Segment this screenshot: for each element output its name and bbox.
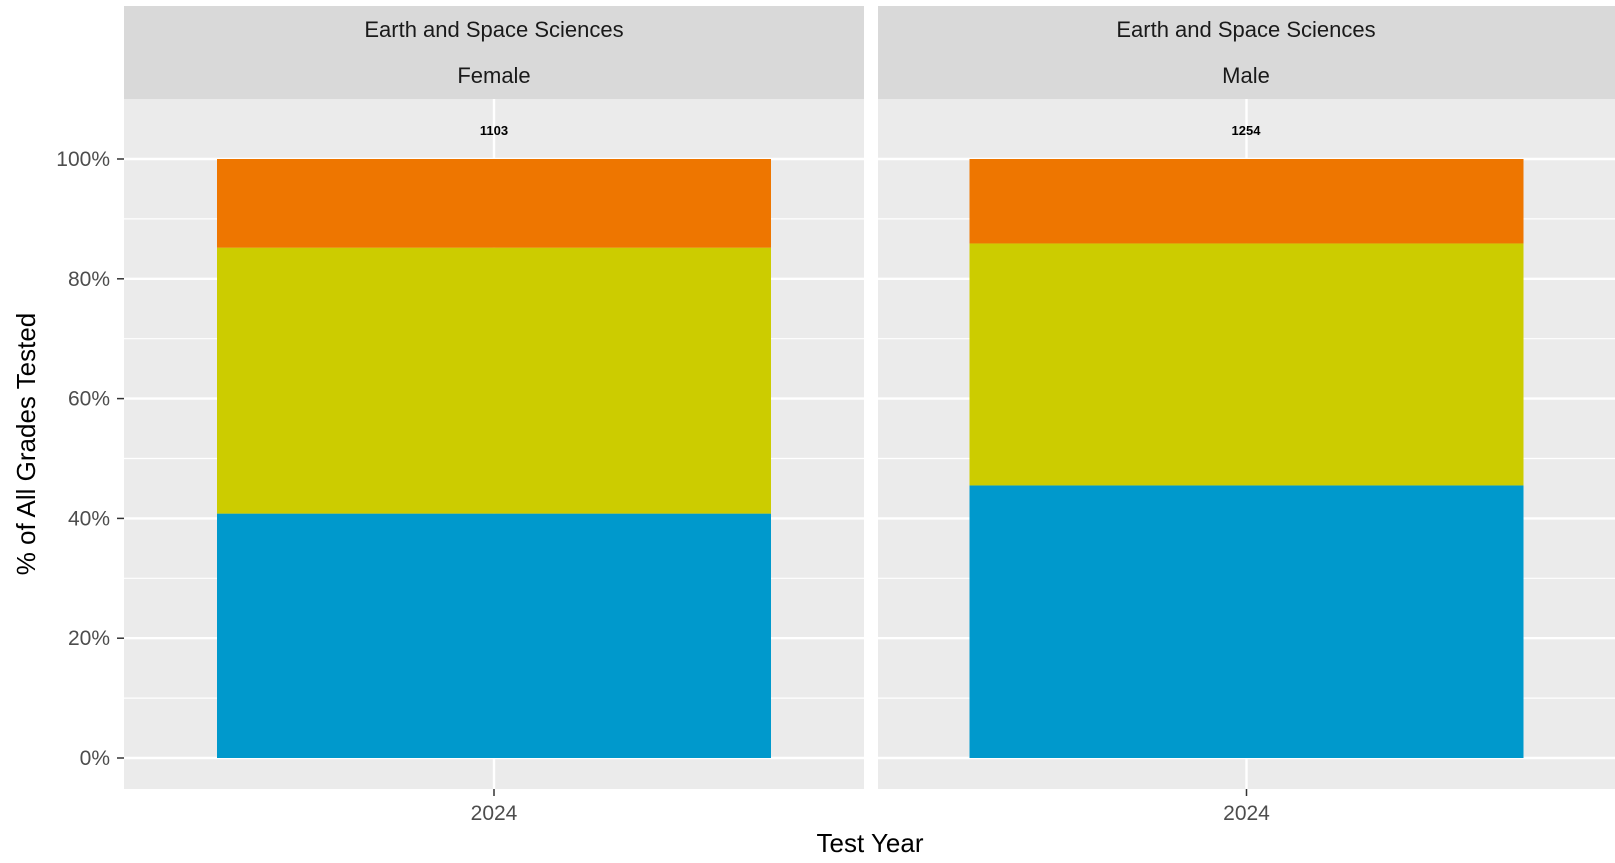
x-axis-title: Test Year xyxy=(817,828,924,858)
y-tick-label: 20% xyxy=(68,627,110,650)
bar-segment-male-3 xyxy=(969,159,1524,244)
bar-segment-male-1 xyxy=(969,485,1524,758)
strip-gender-male: Male xyxy=(1222,63,1270,88)
x-tick-label-male: 2024 xyxy=(1223,802,1270,825)
y-axis-title: % of All Grades Tested xyxy=(11,313,41,576)
y-tick-label: 0% xyxy=(80,747,110,770)
bar-segment-male-2 xyxy=(969,243,1524,486)
strip-gender-female: Female xyxy=(457,63,530,88)
total-label-female: 1103 xyxy=(480,123,508,138)
strip-subject-female: Earth and Space Sciences xyxy=(364,17,623,42)
y-tick-label: 100% xyxy=(56,148,110,171)
y-tick-label: 60% xyxy=(68,388,110,411)
y-tick-label: 40% xyxy=(68,507,110,530)
bar-segment-female-1 xyxy=(217,513,771,758)
bar-segment-female-2 xyxy=(217,247,771,514)
x-tick-label-female: 2024 xyxy=(471,802,518,825)
strip-subject-male: Earth and Space Sciences xyxy=(1116,17,1375,42)
y-tick-label: 80% xyxy=(68,268,110,291)
total-label-male: 1254 xyxy=(1232,123,1262,138)
y-axis: 0% 20% 40% 60% 80% 100% xyxy=(56,148,124,770)
strip-background-male xyxy=(878,6,1615,99)
x-axis: 2024 2024 xyxy=(471,789,1270,825)
bars xyxy=(217,159,1524,758)
bar-segment-female-3 xyxy=(217,159,771,248)
strip-background-female xyxy=(124,6,864,99)
